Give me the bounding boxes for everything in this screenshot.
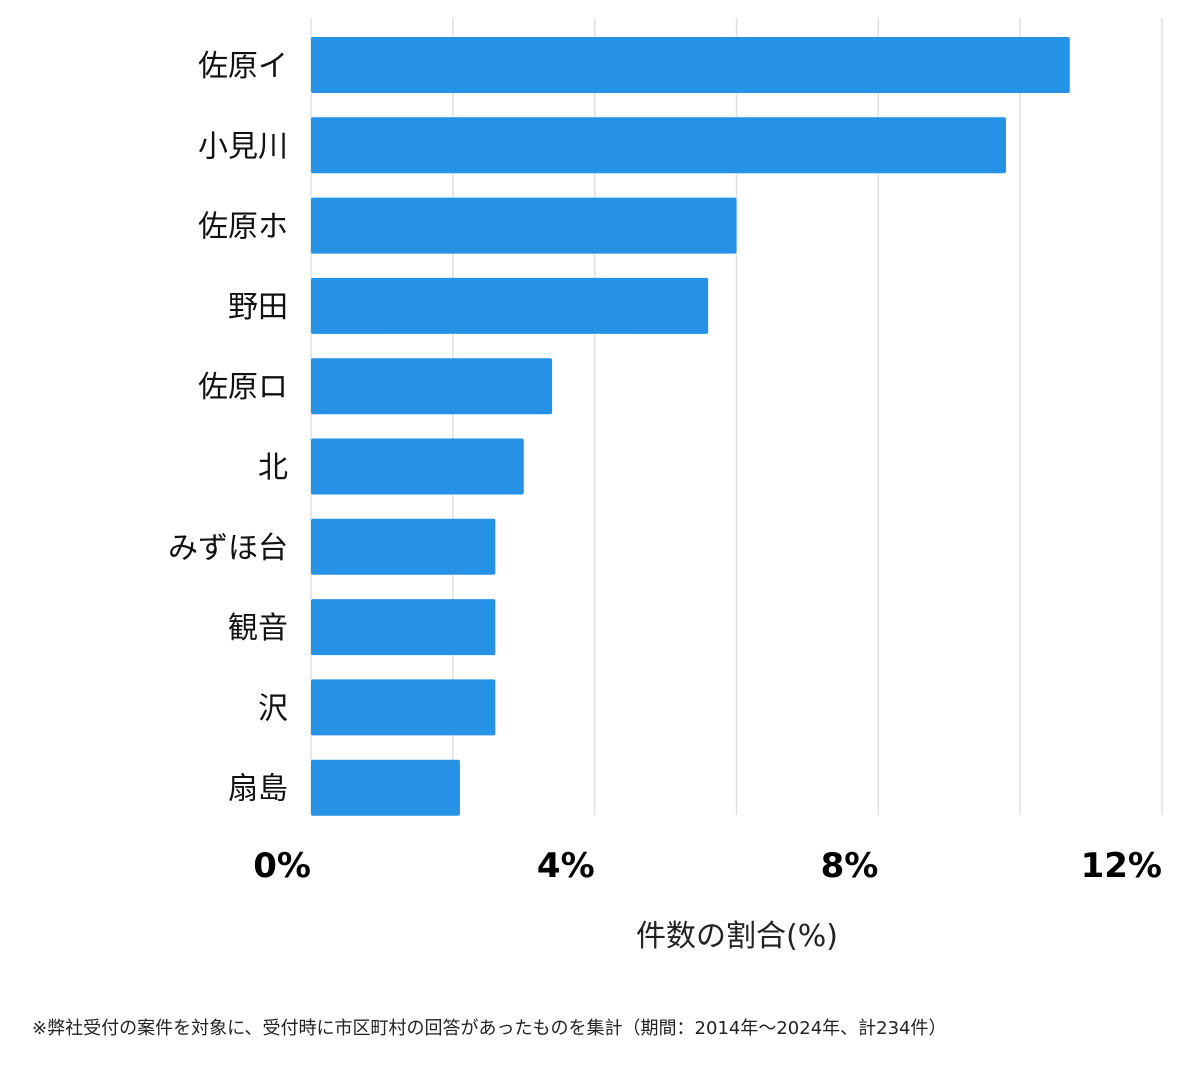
x-tick-label: 4% xyxy=(537,846,595,886)
x-tick-label: 12% xyxy=(1081,846,1162,886)
bar xyxy=(311,358,553,415)
bar xyxy=(311,117,1006,174)
bar xyxy=(311,438,524,495)
category-label: 小見川 xyxy=(198,129,288,164)
bars xyxy=(311,37,1070,816)
x-tick-label: 0% xyxy=(253,846,311,886)
category-label: 佐原ロ xyxy=(198,370,288,405)
category-label: 佐原イ xyxy=(198,49,288,84)
bar xyxy=(311,599,496,656)
category-label: 扇島 xyxy=(228,772,288,807)
bar xyxy=(311,277,709,334)
category-label: みずほ台 xyxy=(168,531,288,566)
category-label: 観音 xyxy=(228,611,288,646)
bar xyxy=(311,759,460,816)
category-label: 野田 xyxy=(228,290,288,325)
bar xyxy=(311,518,496,575)
bar xyxy=(311,197,737,254)
bar xyxy=(311,37,1070,93)
category-label: 佐原ホ xyxy=(198,210,288,245)
bar xyxy=(311,679,496,736)
x-tick-labels: 0% 4% 8% 12% xyxy=(253,846,1162,886)
x-axis-title: 件数の割合(%) xyxy=(636,919,838,954)
x-tick-label: 8% xyxy=(821,846,879,886)
category-label: 北 xyxy=(258,451,288,486)
category-label: 沢 xyxy=(258,691,288,726)
footnote: ※弊社受付の案件を対象に、受付時に市区町村の回答があったものを集計（期間：201… xyxy=(32,1018,947,1039)
